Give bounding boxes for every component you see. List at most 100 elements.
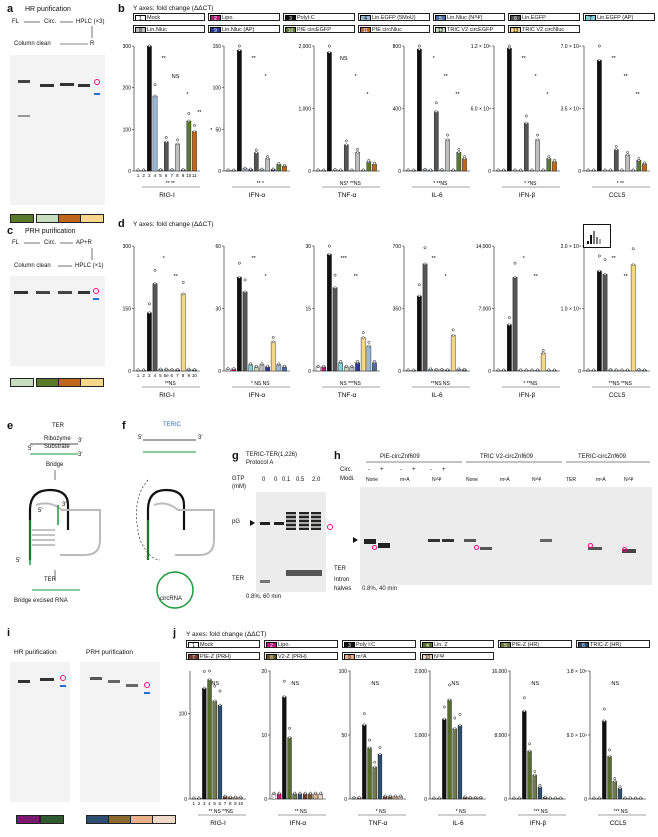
data-point: [629, 796, 632, 800]
bar: [452, 728, 457, 800]
swatch-tricz-hr: [40, 815, 64, 824]
data-point: [383, 794, 387, 798]
data-point: [458, 724, 462, 727]
panel-c-hplc: HPLC (×1): [75, 263, 104, 269]
data-point: [434, 101, 438, 105]
bar: [612, 781, 617, 800]
data-point: [523, 696, 526, 700]
data-point: [496, 368, 500, 372]
data-point: [440, 168, 444, 171]
x-tick-label: 4: [208, 801, 211, 806]
data-point: [613, 779, 617, 783]
bar: [522, 710, 527, 800]
data-point: [614, 145, 618, 148]
legend-item: 10 PIE circEGFP: [283, 25, 355, 33]
gel-band: [14, 291, 28, 294]
significance-label: **: [197, 110, 202, 116]
data-point: [234, 795, 237, 799]
data-point: [254, 151, 258, 154]
x-tick-label: 2: [142, 173, 145, 178]
significance-label: **: [533, 274, 538, 280]
data-point: [170, 168, 174, 171]
data-point: [623, 796, 627, 800]
panel-g-gel: [256, 492, 326, 592]
y-tick-label: 150: [123, 307, 132, 313]
data-point: [399, 794, 403, 798]
chart-title: TNF-α: [338, 192, 357, 199]
data-point: [266, 364, 269, 368]
chart-ccl5: 0 9.0 × 10⁴ 1.8 × 10⁵ NS *** NS CCL5: [567, 669, 646, 827]
data-point: [249, 362, 252, 366]
bar: [367, 747, 372, 800]
x-tick-label: 6: [219, 801, 222, 806]
chart-il-6: 0 1,000 2,000 NS * NS IL-6: [414, 669, 486, 827]
x-tick-label: 10: [186, 173, 192, 178]
legend-number: 4: [360, 14, 371, 20]
panel-d-yaxes: Y axes: fold change (ΔΔCT): [133, 221, 214, 228]
bar: [287, 737, 292, 800]
linear-marker-icon: [93, 298, 99, 300]
legend-label: PIE circEGFP: [297, 27, 331, 33]
x-tick-label: 2: [142, 373, 145, 378]
panel-g-letter: g: [232, 450, 239, 462]
legend-item: 1 Mock: [133, 13, 205, 21]
data-point: [609, 168, 612, 172]
data-point: [368, 746, 371, 750]
data-point: [598, 44, 601, 48]
inset-bar: [590, 235, 592, 244]
data-point: [153, 269, 157, 272]
data-point: [549, 796, 552, 800]
legend-item: 2 Lipo.: [208, 13, 280, 21]
panel-h-foot: 0.8%, 40 min: [362, 586, 398, 592]
data-point: [547, 155, 551, 158]
y-tick-label: 0: [218, 369, 221, 375]
data-point: [193, 368, 196, 371]
panel-h-mod-0: None: [366, 477, 378, 483]
data-point: [239, 795, 243, 799]
data-point: [243, 290, 247, 294]
panel-a-flow-arrows: [24, 21, 93, 45]
data-point: [328, 44, 331, 48]
panel-c-flow-arrows: [24, 242, 93, 267]
x-tick-label: 1: [137, 173, 140, 178]
panel-c-title: PRH purification: [25, 228, 76, 235]
legend-label: V2-Z (PRH): [278, 654, 307, 660]
x-tick-label: 1: [193, 801, 196, 806]
data-point: [443, 705, 446, 709]
significance-label: **: [432, 256, 437, 262]
data-point: [367, 158, 371, 162]
circ-marker-icon: [372, 545, 377, 550]
significance-label: **: [612, 56, 617, 62]
chart-ifn-: 0 8,000 16,000 NS *** NS IFN-β: [492, 669, 566, 827]
data-point: [373, 161, 376, 165]
gel-band: [40, 84, 54, 87]
legend-label: Lipo.: [278, 642, 290, 648]
gel-band: [78, 84, 90, 87]
data-point: [148, 302, 151, 306]
legend-number: 7: [585, 14, 596, 20]
ccl5-inset: [583, 224, 611, 248]
x-tick-label: 5: [213, 801, 216, 806]
data-point: [322, 364, 326, 368]
data-point: [453, 727, 457, 730]
panel-h-mod-1b: m⁶A: [500, 477, 510, 483]
data-point: [181, 281, 185, 284]
gel-band: [311, 512, 321, 530]
legend-number: 6: [578, 641, 589, 647]
y-tick-label: 100: [213, 86, 222, 92]
panel-h-group-0: PIE-circZnf609: [380, 454, 420, 460]
panel-g-conc-1: 0: [274, 477, 278, 483]
y-tick-label: 50: [215, 127, 221, 133]
panel-f-3prime: 3′: [198, 435, 203, 441]
significance-label: **: [252, 56, 257, 62]
data-point: [232, 168, 236, 172]
panel-a-hplc: HPLC (×3): [76, 19, 105, 25]
circ-marker-icon: [474, 545, 479, 550]
data-point: [293, 791, 297, 795]
data-point: [533, 770, 537, 773]
legend-item: 7 PIE-Z (PRH): [186, 652, 260, 660]
legend-label: PIE-Z (PRH): [200, 654, 231, 660]
significance-label: ***: [340, 256, 347, 262]
data-point: [229, 795, 232, 799]
